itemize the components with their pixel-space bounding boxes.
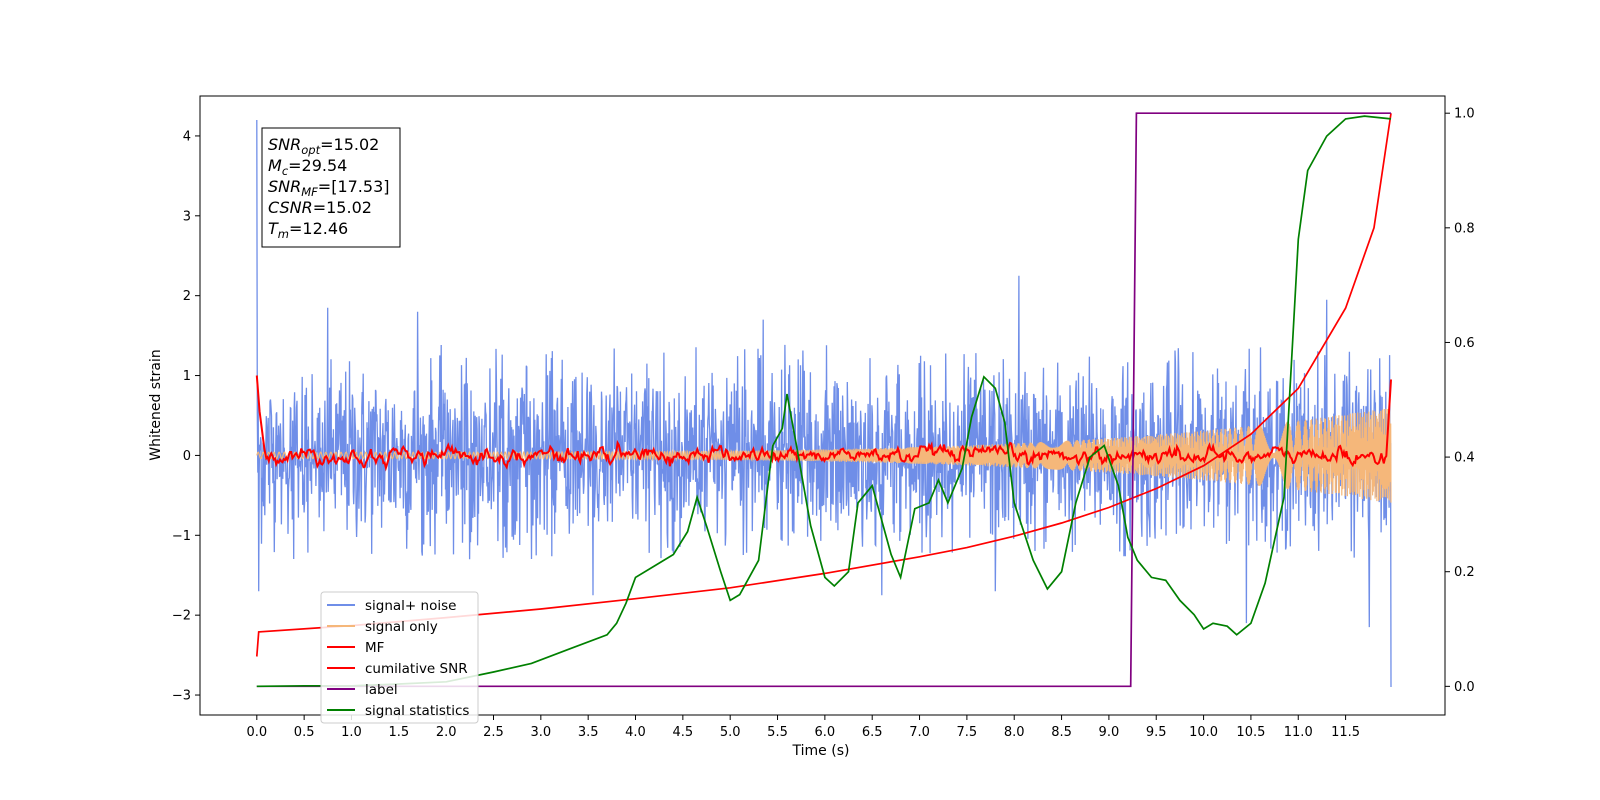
x-tick-label: 3.5 (578, 725, 599, 740)
y-tick-label: 3 (183, 209, 191, 224)
series-signal-statistics (256, 115, 1392, 688)
x-tick-label: 5.5 (767, 725, 788, 740)
plot-frame (199, 95, 1446, 716)
x-tick-label: 10.5 (1236, 725, 1265, 740)
x-tick-label: 5.0 (720, 725, 741, 740)
x-tick-label: 1.0 (341, 725, 362, 740)
y2-tick-label: 0.2 (1454, 565, 1475, 580)
series-label (256, 112, 1391, 688)
series-signal-noise (256, 119, 1392, 688)
annotation-line: Mc=29.54 (268, 156, 347, 178)
x-tick-label: 1.5 (388, 725, 409, 740)
y2-tick-label: 0.6 (1454, 336, 1475, 351)
legend-frame (320, 591, 479, 724)
y-tick-label: 2 (183, 289, 191, 304)
legend-label-signal-only: signal only (365, 619, 438, 635)
x-tick-label: 7.5 (957, 725, 978, 740)
x-tick-label: 4.5 (673, 725, 694, 740)
y-tick-label: 4 (183, 129, 191, 144)
x-tick-label: 3.0 (530, 725, 551, 740)
y-tick-label: −3 (172, 689, 191, 704)
x-tick-label: 6.0 (815, 725, 836, 740)
x-tick-label: 11.5 (1331, 725, 1360, 740)
y-axis-left: −3 −2 −1 0 1 2 3 4 (172, 129, 200, 704)
annotation-line: Tm=12.46 (268, 219, 348, 241)
y-axis-right: 0.0 0.2 0.4 0.6 0.8 1.0 (1445, 107, 1475, 695)
y-tick-label: −2 (172, 609, 191, 624)
y-tick-label: −1 (172, 529, 191, 544)
y-tick-label: 0 (183, 449, 191, 464)
x-axis: 0.0 0.5 1.0 1.5 2.0 2.5 3.0 3.5 4.0 4.5 5.0 5.5 6.0 6… (246, 715, 1360, 740)
x-tick-label: 4.0 (625, 725, 646, 740)
y2-tick-label: 0.8 (1454, 221, 1475, 236)
x-tick-label: 0.5 (294, 725, 315, 740)
legend-label-cumilative-snr: cumilative SNR (365, 661, 468, 677)
x-tick-label: 11.0 (1284, 725, 1313, 740)
y-axis-label: Whitened strain (148, 349, 164, 460)
x-tick-label: 8.0 (1004, 725, 1025, 740)
legend: signal+ noise signal only MF cumilative SNR… (320, 591, 479, 724)
x-tick-label: 8.5 (1051, 725, 1072, 740)
x-axis-label: Time (s) (792, 743, 850, 759)
y-tick-label: 1 (183, 369, 191, 384)
x-tick-label: 6.5 (862, 725, 883, 740)
annotation-box: SNRopt=15.02Mc=29.54SNRMF=[17.53]CSNR=15… (261, 127, 401, 248)
y2-tick-label: 1.0 (1454, 107, 1475, 122)
annotation-line: CSNR=15.02 (268, 198, 372, 217)
annotation-line: SNRopt=15.02 (268, 135, 379, 157)
x-tick-label: 9.0 (1099, 725, 1120, 740)
annotation-line: SNRMF=[17.53] (268, 177, 390, 199)
y2-tick-label: 0.4 (1454, 451, 1475, 466)
legend-label-signal-statistics: signal statistics (365, 703, 469, 719)
x-tick-label: 0.0 (246, 725, 267, 740)
annotation-frame (261, 127, 401, 248)
x-tick-label: 9.5 (1146, 725, 1167, 740)
series-mf (255, 375, 1392, 472)
x-tick-label: 2.5 (483, 725, 504, 740)
legend-label-signal-noise: signal+ noise (365, 598, 456, 614)
x-tick-label: 10.0 (1189, 725, 1218, 740)
y2-tick-label: 0.0 (1454, 680, 1475, 695)
legend-label-label: label (365, 682, 398, 698)
x-tick-label: 2.0 (436, 725, 457, 740)
x-tick-label: 7.0 (909, 725, 930, 740)
legend-label-mf: MF (365, 640, 384, 656)
